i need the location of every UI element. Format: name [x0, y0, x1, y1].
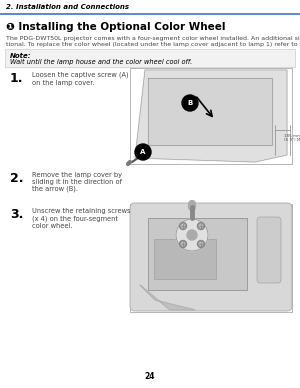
Text: Remove the lamp cover by
sliding it in the direction of
the arrow (B).: Remove the lamp cover by sliding it in t… [32, 172, 122, 192]
Circle shape [179, 241, 187, 248]
Text: tional. To replace the color wheel (located under the lamp cover adjacent to lam: tional. To replace the color wheel (loca… [6, 42, 300, 47]
Circle shape [181, 224, 185, 228]
Text: B: B [188, 100, 193, 106]
Circle shape [176, 219, 208, 251]
Circle shape [197, 222, 205, 229]
Text: 185 mm
(6.9") Min.: 185 mm (6.9") Min. [284, 134, 300, 142]
Polygon shape [135, 70, 287, 162]
Circle shape [135, 144, 151, 160]
Text: 2.: 2. [10, 172, 23, 185]
FancyBboxPatch shape [130, 203, 292, 311]
FancyBboxPatch shape [154, 239, 216, 279]
Text: ❶ Installing the Optional Color Wheel: ❶ Installing the Optional Color Wheel [6, 22, 226, 32]
Text: 3.: 3. [10, 208, 23, 221]
Circle shape [199, 242, 203, 246]
FancyBboxPatch shape [5, 49, 295, 67]
Bar [130, 204, 292, 312]
Bar [130, 68, 292, 164]
Text: A: A [140, 149, 146, 155]
Circle shape [182, 95, 198, 111]
Circle shape [181, 242, 185, 246]
Circle shape [187, 230, 197, 240]
Text: The PDG-DWT50L projector comes with a four-segment color wheel installed. An add: The PDG-DWT50L projector comes with a fo… [6, 36, 300, 41]
Text: Loosen the captive screw (A)
on the lamp cover.: Loosen the captive screw (A) on the lamp… [32, 72, 129, 85]
Polygon shape [148, 78, 272, 145]
Circle shape [199, 224, 203, 228]
Text: 24: 24 [145, 372, 155, 381]
Text: Note:: Note: [10, 53, 32, 59]
Circle shape [179, 222, 187, 229]
Text: 2. Installation and Connections: 2. Installation and Connections [6, 4, 129, 10]
Text: 1.: 1. [10, 72, 23, 85]
Polygon shape [140, 285, 195, 310]
FancyBboxPatch shape [257, 217, 281, 283]
Text: Unscrew the retaining screws
(x 4) on the four-segment
color wheel.: Unscrew the retaining screws (x 4) on th… [32, 208, 130, 229]
FancyBboxPatch shape [148, 218, 247, 290]
Text: Wait until the lamp house and the color wheel cool off.: Wait until the lamp house and the color … [10, 59, 192, 65]
Circle shape [197, 241, 205, 248]
